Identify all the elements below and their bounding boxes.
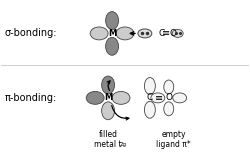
Ellipse shape xyxy=(86,91,104,104)
Text: M: M xyxy=(108,29,116,38)
Text: O: O xyxy=(169,29,176,38)
Text: ≡: ≡ xyxy=(155,93,163,103)
Text: M: M xyxy=(104,93,112,102)
Text: empty: empty xyxy=(162,130,186,139)
Text: 2g: 2g xyxy=(120,141,127,146)
Text: σ-bonding:: σ-bonding: xyxy=(5,28,57,38)
Ellipse shape xyxy=(90,27,108,40)
Text: C: C xyxy=(159,29,165,38)
Ellipse shape xyxy=(106,12,118,29)
Text: C: C xyxy=(147,93,153,102)
Text: filled: filled xyxy=(98,130,117,139)
Text: ligand π*: ligand π* xyxy=(156,140,191,149)
Text: ≡: ≡ xyxy=(162,28,170,38)
Ellipse shape xyxy=(144,78,155,94)
Ellipse shape xyxy=(144,101,155,118)
Ellipse shape xyxy=(102,102,115,120)
Ellipse shape xyxy=(102,76,115,94)
Ellipse shape xyxy=(173,93,187,103)
Ellipse shape xyxy=(151,93,165,103)
Ellipse shape xyxy=(106,37,118,55)
Ellipse shape xyxy=(172,29,183,37)
Text: O: O xyxy=(165,93,172,102)
Text: π-bonding:: π-bonding: xyxy=(5,93,57,103)
Ellipse shape xyxy=(116,27,134,40)
Ellipse shape xyxy=(112,91,130,104)
Ellipse shape xyxy=(138,29,152,38)
Ellipse shape xyxy=(164,102,174,116)
Ellipse shape xyxy=(164,80,174,94)
Text: metal t: metal t xyxy=(94,140,122,149)
